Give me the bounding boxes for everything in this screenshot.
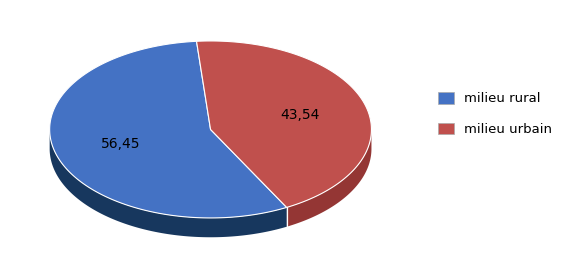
Polygon shape	[196, 41, 372, 207]
Legend: milieu rural, milieu urbain: milieu rural, milieu urbain	[433, 87, 558, 141]
Text: 43,54: 43,54	[281, 108, 320, 122]
Polygon shape	[50, 130, 287, 237]
Polygon shape	[287, 130, 372, 227]
Polygon shape	[50, 41, 287, 218]
Text: 56,45: 56,45	[101, 137, 141, 151]
